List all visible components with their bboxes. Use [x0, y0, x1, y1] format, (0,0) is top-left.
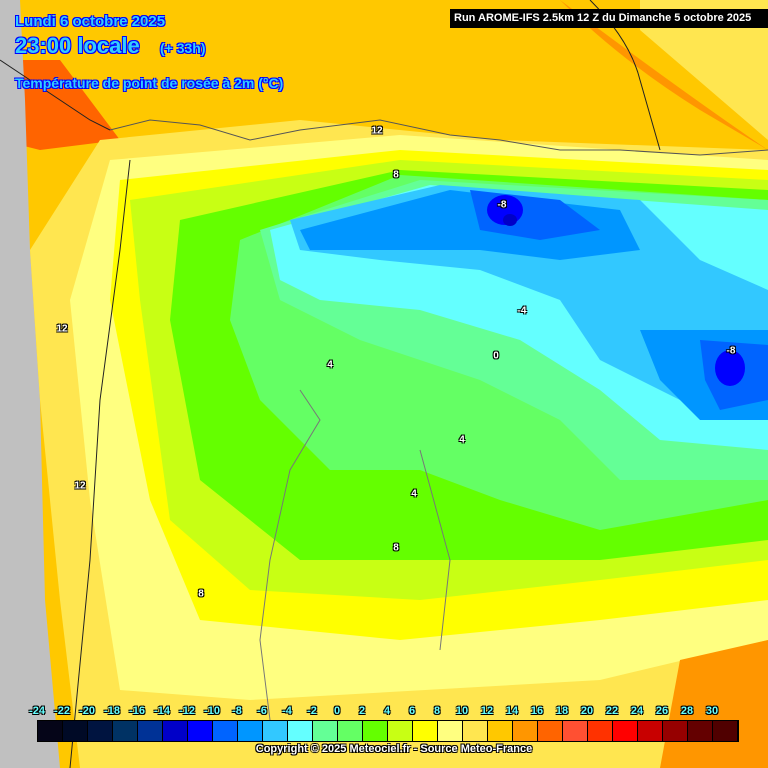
- color-swatch: [263, 721, 288, 741]
- contour-label: 4: [411, 488, 417, 500]
- color-swatch: [313, 721, 338, 741]
- scale-tick-label: 18: [555, 705, 569, 717]
- color-swatch: [213, 721, 238, 741]
- scale-tick-label: 24: [630, 705, 644, 717]
- color-swatch: [663, 721, 688, 741]
- contour-label: 8: [198, 588, 204, 600]
- scale-tick-label: 4: [383, 705, 391, 717]
- contour-label: -4: [517, 305, 527, 317]
- color-swatch: [113, 721, 138, 741]
- scale-tick-label: -8: [232, 705, 242, 717]
- forecast-time: 23:00 locale: [15, 33, 140, 58]
- contour-label: 4: [327, 359, 333, 371]
- contour-label: 0: [493, 350, 499, 362]
- scale-tick-label: -20: [79, 705, 95, 717]
- color-swatch: [238, 721, 263, 741]
- color-swatch: [338, 721, 363, 741]
- scale-tick-label: -6: [257, 705, 267, 717]
- forecast-date: Lundi 6 octobre 2025: [15, 13, 166, 30]
- color-swatch: [463, 721, 488, 741]
- scale-tick-label: -24: [29, 705, 45, 717]
- color-swatch: [63, 721, 88, 741]
- color-swatch: [88, 721, 113, 741]
- color-swatch: [538, 721, 563, 741]
- contour-label: 12: [371, 125, 383, 137]
- scale-tick-label: 12: [480, 705, 494, 717]
- scale-tick-label: 0: [333, 705, 341, 717]
- color-swatch: [713, 721, 738, 741]
- color-swatch: [188, 721, 213, 741]
- scale-tick-label: 16: [530, 705, 544, 717]
- scale-tick-label: 28: [680, 705, 694, 717]
- color-swatch: [563, 721, 588, 741]
- parameter-title: Température de point de rosée à 2m (°C): [15, 75, 284, 91]
- scale-tick-label: -2: [307, 705, 317, 717]
- color-swatch: [163, 721, 188, 741]
- scale-tick-label: 20: [580, 705, 594, 717]
- copyright: Copyright © 2025 Meteociel.fr - Source M…: [255, 743, 533, 755]
- color-swatch: [488, 721, 513, 741]
- scale-tick-label: -18: [104, 705, 120, 717]
- scale-tick-label: -4: [282, 705, 292, 717]
- scale-tick-label: -12: [179, 705, 195, 717]
- sea-area: [0, 0, 60, 768]
- color-swatch: [588, 721, 613, 741]
- contour-label: 8: [393, 542, 399, 554]
- color-swatch: [438, 721, 463, 741]
- scale-tick-label: -10: [204, 705, 220, 717]
- color-swatch: [688, 721, 713, 741]
- scale-tick-label: 8: [433, 705, 441, 717]
- contour-label: 4: [459, 434, 465, 446]
- scale-tick-label: -22: [54, 705, 70, 717]
- color-swatch: [513, 721, 538, 741]
- color-swatch: [613, 721, 638, 741]
- color-swatch: [413, 721, 438, 741]
- scale-tick-label: 2: [358, 705, 366, 717]
- color-swatch: [638, 721, 663, 741]
- color-swatch: [38, 721, 63, 741]
- scale-tick-label: 10: [455, 705, 469, 717]
- scale-tick-label: 30: [705, 705, 719, 717]
- color-swatch: [388, 721, 413, 741]
- scale-tick-label: -16: [129, 705, 145, 717]
- contour-label: -8: [726, 345, 736, 357]
- contour-label: 12: [56, 323, 68, 335]
- scale-tick-label: -14: [154, 705, 170, 717]
- contour-label: -8: [497, 199, 507, 211]
- contour-label: 12: [74, 480, 86, 492]
- color-swatch: [138, 721, 163, 741]
- color-scale-bar: [37, 720, 739, 742]
- model-run-label: Run AROME-IFS 2.5km 12 Z du Dimanche 5 o…: [450, 9, 768, 28]
- scale-tick-label: 22: [605, 705, 619, 717]
- lead-time: (+ 33h): [160, 40, 206, 56]
- contour-label: 8: [393, 169, 399, 181]
- color-swatch: [288, 721, 313, 741]
- scale-tick-label: 6: [408, 705, 416, 717]
- scale-tick-label: 14: [505, 705, 519, 717]
- scale-tick-label: 26: [655, 705, 669, 717]
- color-swatch: [363, 721, 388, 741]
